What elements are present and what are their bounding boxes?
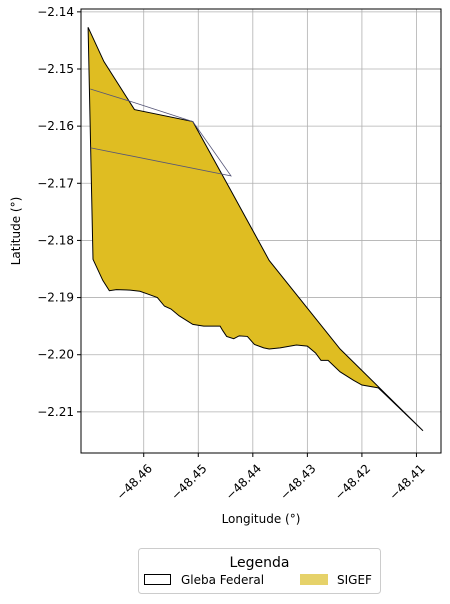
legend: Legenda Gleba Federal SIGEF — [138, 548, 381, 594]
y-tick-label: −2.19 — [37, 291, 74, 305]
gleba-federal-polygon — [87, 27, 424, 432]
legend-swatch-gleba-federal — [144, 574, 171, 585]
inner-boundary-line — [90, 88, 232, 177]
x-tick-label: −48.42 — [332, 461, 373, 502]
data-layer — [87, 27, 424, 432]
y-tick-label: −2.20 — [37, 348, 74, 362]
y-tick-label: −2.16 — [37, 119, 74, 133]
y-tick-label: −2.17 — [37, 176, 74, 190]
plot-frame — [80, 8, 442, 454]
legend-swatch-sigef — [300, 574, 328, 585]
legend-title: Legenda — [229, 555, 289, 571]
y-tick-label: −2.21 — [37, 405, 74, 419]
y-tick-label: −2.14 — [37, 5, 74, 19]
x-tick-label: −48.44 — [223, 461, 264, 502]
y-tick-label: −2.18 — [37, 233, 74, 247]
legend-label-gleba-federal: Gleba Federal — [181, 573, 264, 587]
x-tick-label: −48.41 — [386, 461, 427, 502]
y-axis-label: Latitude (°) — [9, 197, 23, 266]
y-tick-label: −2.15 — [37, 62, 74, 76]
x-tick-label: −48.43 — [277, 461, 318, 502]
legend-label-sigef: SIGEF — [337, 573, 372, 587]
x-tick-label: −48.46 — [114, 461, 155, 502]
x-axis-label: Longitude (°) — [222, 512, 301, 526]
x-tick-label: −48.45 — [168, 461, 209, 502]
